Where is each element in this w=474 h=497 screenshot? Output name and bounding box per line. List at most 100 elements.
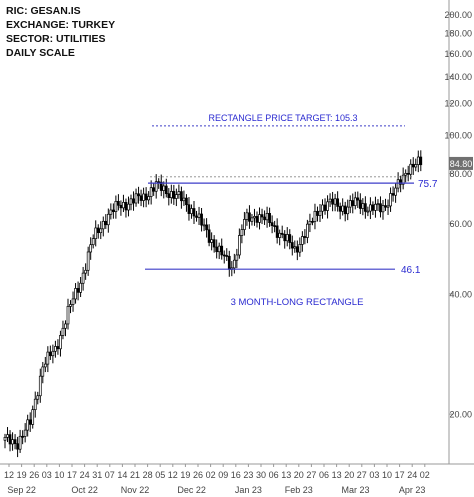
candle-body: [379, 203, 382, 213]
candle-body: [112, 209, 115, 212]
candle-body: [318, 210, 322, 216]
candle-body: [351, 200, 355, 206]
candle-body: [293, 246, 297, 249]
sector-label: SECTOR: UTILITIES: [6, 33, 106, 45]
x-day-label: 05: [155, 470, 165, 480]
x-day-label: 23: [243, 470, 253, 480]
y-tick-label: 60.00: [449, 219, 472, 229]
candle-body: [8, 434, 12, 445]
candle-body: [273, 225, 276, 227]
candle-body: [190, 208, 193, 214]
candle-body: [54, 346, 57, 352]
candle-body: [119, 204, 123, 209]
candle-body: [104, 220, 108, 226]
candle-body: [159, 181, 163, 191]
candle-body: [414, 164, 418, 168]
candle-body: [61, 327, 65, 336]
candle-body: [117, 200, 120, 206]
candle-body: [76, 288, 80, 293]
x-day-label: 06: [269, 470, 279, 480]
candle-body: [222, 254, 226, 257]
candle-body: [265, 213, 269, 221]
candle-body: [416, 156, 420, 165]
candle-body: [409, 163, 413, 175]
candle-body: [36, 395, 40, 400]
exchange-label: EXCHANGE: TURKEY: [6, 19, 116, 31]
x-day-label: 02: [206, 470, 216, 480]
candle-body: [6, 434, 9, 438]
candle-body: [301, 236, 304, 245]
candle-body: [109, 209, 113, 215]
candle-body: [248, 212, 251, 222]
candle-body: [84, 269, 87, 274]
x-month-label: Mar 23: [341, 485, 369, 495]
candle-body: [16, 443, 19, 450]
candle-body: [144, 193, 148, 201]
candle-body: [139, 195, 143, 201]
x-month-label: Jan 23: [235, 485, 262, 495]
x-day-label: 13: [332, 470, 342, 480]
candle-body: [404, 172, 408, 176]
candle-body: [134, 193, 138, 204]
candle-body: [74, 288, 77, 300]
candle-body: [210, 239, 213, 243]
candle-body: [358, 199, 362, 209]
y-tick-label: 140.00: [444, 72, 472, 82]
candle-body: [346, 206, 350, 215]
y-tick-label: 40.00: [449, 289, 472, 299]
candle-body: [51, 350, 55, 357]
candle-body: [283, 234, 287, 242]
candle-body: [86, 251, 90, 271]
scale-label: DAILY SCALE: [6, 47, 75, 59]
candle-body: [258, 214, 261, 223]
candle-body: [336, 198, 339, 207]
annotation-lines-layer: RECTANGLE PRICE TARGET: 105.3 75.7 46.1 3 M…: [145, 113, 438, 308]
candle-body: [419, 156, 423, 166]
candle-body: [220, 245, 224, 256]
candle-body: [371, 204, 375, 211]
y-tick-label: 100.00: [444, 130, 472, 140]
candle-body: [386, 205, 390, 208]
x-day-label: 02: [420, 470, 430, 480]
candle-body: [154, 181, 158, 192]
candle-body: [192, 208, 196, 217]
candle-body: [348, 200, 352, 208]
candle-body: [295, 246, 299, 253]
x-month-label: Apr 23: [399, 485, 426, 495]
security-info: RIC: GESAN.IS EXCHANGE: TURKEY SECTOR: U…: [6, 4, 115, 60]
x-day-label: 30: [256, 470, 266, 480]
candle-body: [147, 196, 150, 201]
candle-body: [69, 304, 72, 307]
candle-body: [94, 227, 98, 239]
candle-body: [81, 272, 85, 284]
y-axis-ticks-layer: 20.00 40.00 60.00 80.00 100.00 120.00 140.00 16…: [444, 10, 472, 420]
candle-body: [275, 225, 279, 238]
x-day-label: 27: [357, 470, 367, 480]
candle-body: [205, 224, 208, 231]
candle-body: [31, 409, 35, 425]
candle-body: [207, 229, 211, 243]
x-day-label: 27: [306, 470, 316, 480]
candle-body: [71, 298, 75, 305]
candle-body: [101, 220, 105, 230]
x-day-label: 09: [218, 470, 228, 480]
candle-body: [399, 179, 402, 185]
x-day-label: 03: [42, 470, 52, 480]
y-tick-label: 20.00: [449, 410, 472, 420]
candle-body: [28, 419, 32, 425]
candle-body: [215, 246, 219, 253]
x-day-label: 03: [369, 470, 379, 480]
candle-body: [18, 435, 22, 450]
candle-body: [132, 198, 135, 204]
x-month-label: Oct 22: [71, 485, 98, 495]
x-day-label: 12: [168, 470, 178, 480]
rectangle-annotation: 3 MONTH-LONG RECTANGLE: [231, 297, 364, 308]
x-day-label: 26: [193, 470, 203, 480]
x-day-label: 14: [117, 470, 127, 480]
candle-body: [316, 210, 319, 216]
candle-body: [180, 191, 183, 202]
y-tick-label: 160.00: [444, 49, 472, 59]
x-day-label: 19: [17, 470, 27, 480]
